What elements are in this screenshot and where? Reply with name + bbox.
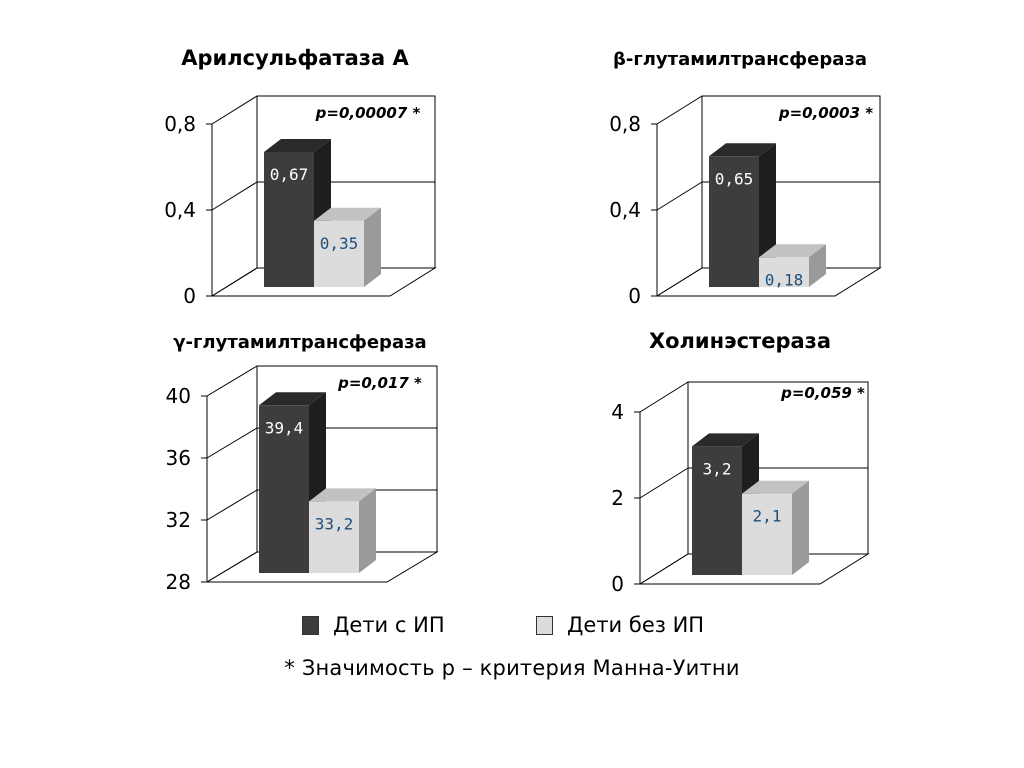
- bar-side-2: [364, 207, 381, 287]
- side-gridline: [206, 365, 258, 397]
- p-value-annotation: p=0,017 *: [337, 374, 422, 392]
- chart-panel-4: Холинэстераза 0 2 4 3,2 2,1 p=0,059 *: [611, 329, 870, 596]
- chart-title: Арилсульфатаза А: [181, 46, 409, 70]
- side-gridline: [656, 181, 703, 211]
- side-gridline: [206, 427, 258, 459]
- side-gridline: [656, 95, 703, 125]
- side-gridline: [639, 467, 689, 499]
- floor: [638, 553, 870, 585]
- bar-2: [742, 493, 792, 575]
- bar-top-1: [264, 138, 331, 152]
- p-value-annotation: p=0,0003 *: [778, 104, 873, 122]
- bar-side-2: [809, 244, 826, 287]
- side-gridline: [639, 381, 689, 413]
- bar-2: [759, 257, 809, 287]
- y-tick-label: 32: [166, 508, 191, 532]
- legend-label-series2: Дети без ИП: [567, 613, 705, 637]
- floor: [205, 551, 439, 583]
- bar-value-label-1: 0,67: [270, 165, 309, 184]
- bar-side-2: [792, 480, 809, 575]
- bar-value-label-1: 3,2: [703, 459, 732, 478]
- bar-top-2: [314, 207, 381, 221]
- bar-1: [692, 446, 742, 575]
- legend-swatch-series1: [302, 615, 319, 635]
- y-tick-label: 0,8: [609, 112, 641, 136]
- y-tick-label: 0: [628, 284, 641, 308]
- legend-item-series1: Дети с ИП: [302, 613, 445, 637]
- bar-1: [709, 156, 759, 287]
- bar-value-label-2: 0,18: [765, 270, 804, 289]
- bar-top-2: [742, 480, 809, 494]
- footnote: * Значимость р – критерия Манна-Уитни: [284, 656, 740, 680]
- y-tick-label: 2: [611, 486, 624, 510]
- floor: [210, 267, 437, 297]
- y-tick-label: 0: [611, 572, 624, 596]
- side-gridline: [211, 181, 258, 211]
- y-tick-label: 0: [183, 284, 196, 308]
- y-tick-label: 28: [166, 570, 191, 594]
- chart-panel-3: γ-глутамилтрансфераза 28 32 36 40 39,4 33,2 p=0…: [166, 332, 439, 594]
- bar-value-label-2: 2,1: [753, 507, 782, 526]
- side-gridline: [206, 489, 258, 521]
- legend: Дети с ИП Дети без ИП: [0, 613, 1024, 643]
- bar-top-1: [709, 143, 776, 157]
- chart-panel-2: β-глутамилтрансфераза 0 0,4 0,8 0,65 0,18 p=0,…: [609, 49, 882, 308]
- chart-title: β-глутамилтрансфераза: [613, 49, 867, 70]
- p-value-annotation: p=0,00007 *: [315, 104, 421, 122]
- bar-top-1: [259, 392, 326, 406]
- y-tick-label: 0,8: [164, 112, 196, 136]
- y-tick-label: 0,4: [609, 198, 641, 222]
- bar-top-2: [309, 488, 376, 502]
- bar-2: [314, 220, 364, 287]
- bar-value-label-2: 33,2: [315, 514, 354, 533]
- y-tick-label: 0,4: [164, 198, 196, 222]
- bar-1: [259, 405, 309, 573]
- p-value-annotation: p=0,059 *: [780, 384, 865, 402]
- chart-title: Холинэстераза: [649, 329, 831, 353]
- bar-top-1: [692, 433, 759, 447]
- legend-item-series2: Дети без ИП: [536, 613, 704, 637]
- y-tick-label: 36: [166, 446, 191, 470]
- bar-value-label-2: 0,35: [320, 234, 359, 253]
- legend-swatch-series2: [536, 615, 553, 635]
- y-tick-label: 40: [166, 384, 191, 408]
- bar-1: [264, 151, 314, 287]
- bar-top-2: [759, 244, 826, 258]
- bar-value-label-1: 0,65: [715, 169, 754, 188]
- bar-side-2: [359, 488, 376, 573]
- floor: [655, 267, 882, 297]
- chart-panel-1: Арилсульфатаза А 0 0,4 0,8 0,67 0,35 p=0,00007…: [164, 46, 437, 308]
- side-gridline: [211, 95, 258, 125]
- bar-value-label-1: 39,4: [265, 418, 304, 437]
- y-tick-label: 4: [611, 400, 624, 424]
- legend-label-series1: Дети с ИП: [333, 613, 445, 637]
- chart-title: γ-глутамилтрансфераза: [173, 332, 426, 353]
- bar-2: [309, 501, 359, 573]
